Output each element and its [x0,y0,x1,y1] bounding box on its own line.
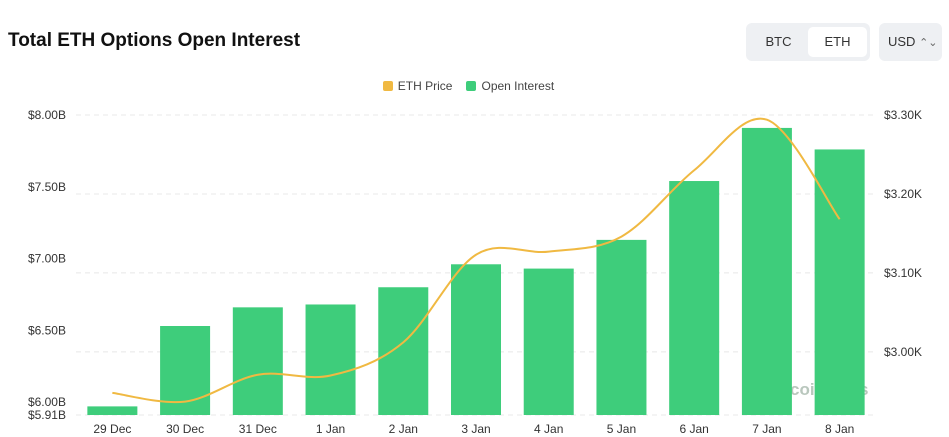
left-tick-label: $7.00B [28,252,66,266]
x-tick-label: 4 Jan [534,422,563,436]
bar-open-interest [305,304,356,415]
left-tick-label: $5.91B [28,408,66,422]
x-tick-label: 3 Jan [461,422,490,436]
bar-open-interest [378,287,429,415]
bar-open-interest [523,268,574,415]
bar-open-interest [451,264,501,415]
eth-price-line [112,117,841,404]
left-tick-label: $7.50B [28,180,66,194]
x-tick-label: 2 Jan [389,422,418,436]
right-tick-label: $3.00K [884,345,922,359]
legend-swatch [466,81,477,91]
x-tick-label: 7 Jan [752,422,781,436]
bar-open-interest [232,307,283,415]
bar-open-interest [596,239,647,415]
tab-btc[interactable]: BTC [765,34,792,49]
left-tick-label: $8.00B [28,108,66,122]
x-tick-label: 5 Jan [607,422,636,436]
right-tick-label: $3.30K [884,108,922,122]
legend: ETH Price Open Interest [0,79,943,93]
x-tick-label: 29 Dec [93,422,131,436]
bar-open-interest [87,406,138,415]
asset-toggle: BTC ETH [746,23,870,61]
page-title: Total ETH Options Open Interest [8,30,301,51]
bar-open-interest [669,181,720,415]
x-tick-label: 31 Dec [239,422,277,436]
left-tick-label: $6.50B [28,323,66,337]
legend-label: ETH Price [397,79,453,93]
legend-item-open-interest[interactable]: Open Interest [466,79,554,93]
legend-label: Open Interest [481,79,555,93]
currency-value: USD [888,34,916,49]
x-tick-label: 1 Jan [316,422,345,436]
tab-eth[interactable]: ETH [808,27,867,57]
bar-open-interest [741,127,792,415]
x-tick-label: 8 Jan [825,422,854,436]
left-tick-label: $6.00B [28,395,66,409]
bar-open-interest [814,149,865,415]
legend-swatch [382,81,393,91]
right-tick-label: $3.10K [884,266,922,280]
legend-item-eth-price[interactable]: ETH Price [382,79,453,93]
right-tick-label: $3.20K [884,187,922,201]
x-tick-label: 30 Dec [166,422,204,436]
bar-open-interest [160,326,211,415]
currency-select[interactable]: USD ⌃⌄ [879,23,942,61]
x-tick-label: 6 Jan [680,422,709,436]
chevron-updown-icon: ⌃⌄ [919,37,938,49]
